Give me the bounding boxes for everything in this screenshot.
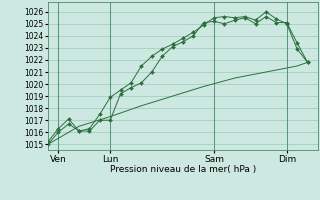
X-axis label: Pression niveau de la mer( hPa ): Pression niveau de la mer( hPa ) [110, 165, 256, 174]
